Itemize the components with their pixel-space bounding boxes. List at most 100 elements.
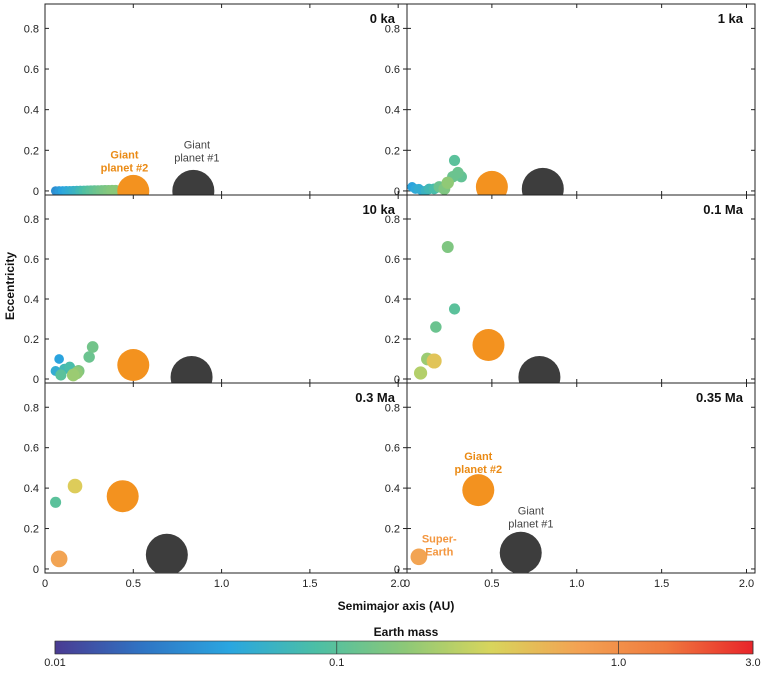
x-tick-label: 0 xyxy=(42,578,48,590)
giant-planet-2-point xyxy=(472,329,505,361)
y-tick-label: 0.6 xyxy=(24,64,39,76)
y-tick-label: 0.6 xyxy=(385,64,400,76)
y-tick-label: 0 xyxy=(394,186,400,198)
giant-planet-1-point xyxy=(172,169,215,195)
annotation-line: planet #2 xyxy=(454,464,502,476)
body-point xyxy=(50,496,62,508)
colorbar-ticks: 0.01 0.1 1.0 3.0 xyxy=(44,641,761,669)
panel-frame xyxy=(406,382,756,574)
y-tick-label: 0.8 xyxy=(385,23,400,35)
panel-label: 1 ka xyxy=(718,11,744,26)
colorbar-gradient xyxy=(54,640,754,655)
x-tick-label: 2.0 xyxy=(739,578,754,590)
annotation-line: Giant xyxy=(184,139,210,151)
y-tick-label: 0.2 xyxy=(385,145,400,157)
y-tick-label: 0.8 xyxy=(24,402,39,414)
colorbar-title: Earth mass xyxy=(374,625,439,639)
body-point xyxy=(86,341,99,353)
annotation-label: Super-Earth xyxy=(422,534,457,559)
body-point xyxy=(426,353,442,369)
x-tick-label: 0.5 xyxy=(484,578,499,590)
y-tick-label: 0.4 xyxy=(385,483,400,495)
body-point xyxy=(55,369,67,381)
y-tick-label: 0.4 xyxy=(24,483,39,495)
colorbar: Earth mass 0.01 0.1 1.0 3.0 xyxy=(44,625,760,669)
panel-0.1-Ma: 0 0.2 0.4 0.6 0.8 0.1 Ma xyxy=(385,194,756,386)
body-point xyxy=(448,154,461,167)
y-tick-label: 0.2 xyxy=(24,334,39,346)
body-point xyxy=(413,366,428,380)
x-tick-label: 1.0 xyxy=(569,578,584,590)
y-tick-label: 0.4 xyxy=(385,105,400,117)
giant-planet-2-point xyxy=(462,474,495,507)
giant-planet-2-point xyxy=(475,170,508,195)
body-point xyxy=(67,478,83,494)
x-tick-label: 1.5 xyxy=(654,578,669,590)
body-point xyxy=(83,351,95,363)
panel-frame xyxy=(44,3,408,196)
y-tick-label: 0 xyxy=(394,374,400,386)
annotation-line: planet #1 xyxy=(508,518,553,530)
body-point xyxy=(441,176,454,189)
y-tick-label: 0.4 xyxy=(24,294,39,306)
body-point xyxy=(54,354,64,364)
y-tick-label: 0 xyxy=(394,564,400,576)
panel-10-ka: 00.20.40.60.810 ka xyxy=(24,194,408,386)
annotation-label: Giant planet #2 xyxy=(454,451,502,476)
y-tick-label: 0.4 xyxy=(385,294,400,306)
panel-frame xyxy=(44,194,408,384)
panel-frame xyxy=(44,382,408,574)
y-tick-label: 0.8 xyxy=(24,214,39,226)
colorbar-tick-label: 3.0 xyxy=(745,657,760,669)
body-point xyxy=(441,241,454,253)
points xyxy=(50,478,188,573)
panel-1-ka: 0 0.2 0.4 0.6 0.8 1 ka xyxy=(385,3,756,198)
points xyxy=(413,241,561,383)
y-tick-label: 0.6 xyxy=(24,254,39,266)
panel-frame xyxy=(406,3,756,196)
y-tick-label: 0 xyxy=(33,564,39,576)
y-axis-title: Eccentricity xyxy=(3,252,17,320)
panel-label: 0.35 Ma xyxy=(696,390,744,405)
y-tick-label: 0.6 xyxy=(385,443,400,455)
annotation-line: Giant xyxy=(110,149,138,161)
annotation-line: Giant xyxy=(518,505,544,517)
body-point xyxy=(452,166,464,179)
y-tick-label: 0.8 xyxy=(24,23,39,35)
points xyxy=(410,474,542,573)
panel-label: 0 ka xyxy=(370,11,396,26)
giant-planet-1-point xyxy=(521,167,564,195)
y-tick-label: 0 xyxy=(33,186,39,198)
y-tick-label: 0 xyxy=(33,374,39,386)
body-point xyxy=(410,548,428,566)
y-tick-label: 0.2 xyxy=(385,334,400,346)
y-tick-label: 0.8 xyxy=(385,402,400,414)
panel-label: 0.1 Ma xyxy=(703,202,744,217)
x-tick-label: 0 xyxy=(404,578,410,590)
annotation-line: planet #1 xyxy=(174,152,219,164)
giant-planet-2-point xyxy=(117,349,150,381)
body-point xyxy=(66,368,80,382)
giant-planet-1-point xyxy=(518,356,561,383)
giant-planet-2-point xyxy=(117,174,150,195)
body-point xyxy=(50,550,68,568)
annotation-line: Giant xyxy=(464,451,492,463)
annotation-label: Giant planet #2 xyxy=(101,149,149,174)
y-tick-label: 0.2 xyxy=(24,145,39,157)
annotation-line: Earth xyxy=(425,547,453,559)
annotation-label: Giant planet #1 xyxy=(508,505,553,530)
x-axis-title: Semimajor axis (AU) xyxy=(338,599,455,613)
panel-0.3-Ma: 0 0.2 0.4 0.6 0.8 0 0.5 1.0 1.5 2.0 0.3 Ma xyxy=(24,382,408,590)
giant-planet-2-point xyxy=(106,480,139,513)
y-tick-label: 0.8 xyxy=(385,214,400,226)
y-tick-label: 0.4 xyxy=(24,105,39,117)
colorbar-tick-label: 0.1 xyxy=(329,657,344,669)
y-tick-label: 0.2 xyxy=(24,524,39,536)
annotation-label: Giant planet #1 xyxy=(174,139,219,164)
colorbar-tick-label: 0.01 xyxy=(44,657,65,669)
x-tick-label: 2.0 xyxy=(391,578,406,590)
